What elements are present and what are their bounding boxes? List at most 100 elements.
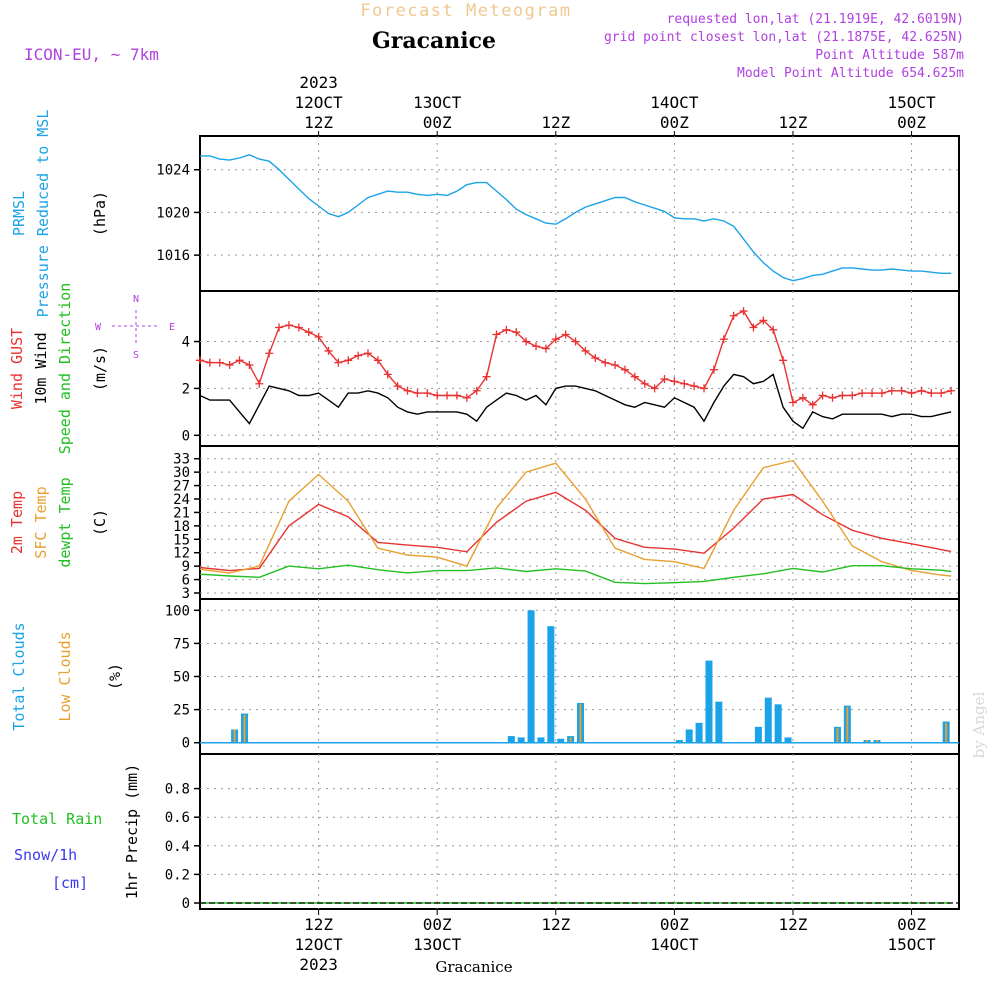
y-axis-label: (hPa) (91, 191, 109, 236)
gust-point (413, 389, 422, 398)
gust-point (354, 351, 363, 360)
y-tick-label: 3 (182, 586, 190, 602)
low-clouds-bar (233, 729, 236, 743)
compass-e: E (169, 322, 175, 333)
bottom-time-label: 00Z (423, 915, 452, 934)
low-clouds-bar (875, 740, 878, 743)
total-clouds-bar (547, 626, 555, 743)
gust-point (294, 323, 303, 332)
gust-point (225, 360, 234, 369)
gust-point (433, 391, 442, 400)
y-axis-label: (C) (91, 509, 109, 536)
gust-point (541, 344, 550, 353)
gust-point (452, 391, 461, 400)
top-time-label: 00Z (423, 113, 452, 132)
total-clouds-bar (705, 660, 713, 743)
gust-point (235, 356, 244, 365)
low-clouds-bar (866, 740, 869, 743)
y-tick-label: 100 (165, 603, 190, 619)
gust-point (482, 372, 491, 381)
series-label: 2m Temp (8, 491, 26, 554)
series-label: PRMSL (10, 191, 28, 236)
precip-frame (199, 753, 960, 910)
gust-point (255, 379, 264, 388)
bottom-time-label: 14OCT (650, 935, 699, 954)
gust-point (887, 386, 896, 395)
gust-point (462, 393, 471, 402)
banner-title: Forecast Meteogram (360, 1, 571, 21)
bottom-time-label: 12Z (304, 915, 333, 934)
gust-point (759, 316, 768, 325)
gust-point (858, 389, 867, 398)
gust-point (443, 391, 452, 400)
series-label: SFC Temp (32, 486, 50, 558)
gust-point (403, 386, 412, 395)
top-time-label: 00Z (660, 113, 689, 132)
gust-point (334, 358, 343, 367)
series-line (199, 459, 952, 577)
gust-point (611, 360, 620, 369)
top-time-label: 00Z (897, 113, 926, 132)
gust-point (284, 321, 293, 330)
gust-point (196, 356, 204, 365)
total-clouds-bar (527, 610, 535, 743)
gust-point (670, 377, 679, 386)
wind-panel: 0 2 4 Wind GUST 10m Wind Speed and Direction (… (8, 283, 960, 455)
series-label: Speed and Direction (56, 283, 74, 455)
gust-point (937, 389, 946, 398)
series-line (200, 154, 952, 282)
model-label: ICON-EU, ~ 7km (24, 45, 159, 64)
gust-point (907, 389, 916, 398)
gust-point (630, 372, 639, 381)
gust-point (798, 393, 807, 402)
y-tick-label: 0 (182, 896, 190, 912)
top-time-label: 15OCT (887, 93, 936, 112)
gust-point (729, 311, 738, 320)
compass-s: S (133, 350, 139, 361)
y-tick-label: 0 (182, 428, 190, 444)
gust-point (739, 307, 748, 316)
y-axis-label: (%) (106, 663, 124, 690)
y-tick-label: 6 (182, 573, 190, 589)
gust-point (927, 389, 936, 398)
gust-point (423, 389, 432, 398)
gust-point (917, 386, 926, 395)
gust-point (848, 391, 857, 400)
grid-point-coordinates: grid point closest lon,lat (21.1875E, 42… (604, 30, 964, 45)
pressure-panel: 1016 1020 1024 PRMSL Pressure Reduced to MSL… (10, 110, 960, 317)
y-tick-label: 24 (173, 492, 190, 508)
gust-point (304, 328, 313, 337)
y-tick-label: 2 (182, 381, 190, 397)
requested-coordinates: requested lon,lat (21.1919E, 42.6019N) (667, 12, 964, 27)
y-tick-label: 1024 (156, 163, 190, 179)
low-clouds-bar (569, 737, 572, 743)
y-tick-label: 0.4 (165, 839, 190, 855)
gust-point (818, 391, 827, 400)
gust-point (719, 335, 728, 344)
top-time-label: 14OCT (650, 93, 699, 112)
series-label: Snow/1h (14, 846, 77, 864)
gust-point (660, 375, 669, 384)
y-tick-label: 18 (173, 519, 190, 535)
y-tick-label: 9 (182, 559, 190, 575)
y-tick-label: 1016 (156, 248, 190, 264)
top-time-label: 13OCT (413, 93, 462, 112)
gust-point (601, 358, 610, 367)
gust-point (522, 337, 531, 346)
total-clouds-bar (507, 736, 515, 743)
gust-point (205, 358, 214, 367)
low-clouds-bar (579, 704, 582, 743)
gust-point (808, 400, 817, 409)
y-axis-label: (m/s) (91, 346, 109, 391)
bottom-time-label: 15OCT (887, 935, 936, 954)
y-tick-label: 0.8 (165, 782, 190, 798)
bottom-time-label: 00Z (897, 915, 926, 934)
y-tick-label: 12 (173, 546, 190, 562)
temperature-frame (199, 445, 960, 600)
total-clouds-bar (537, 737, 545, 743)
y-tick-label: 33 (173, 452, 190, 468)
gust-point (620, 365, 629, 374)
watermark: by Angel (970, 691, 988, 758)
gust-point (571, 337, 580, 346)
y-tick-label: 4 (182, 335, 190, 351)
